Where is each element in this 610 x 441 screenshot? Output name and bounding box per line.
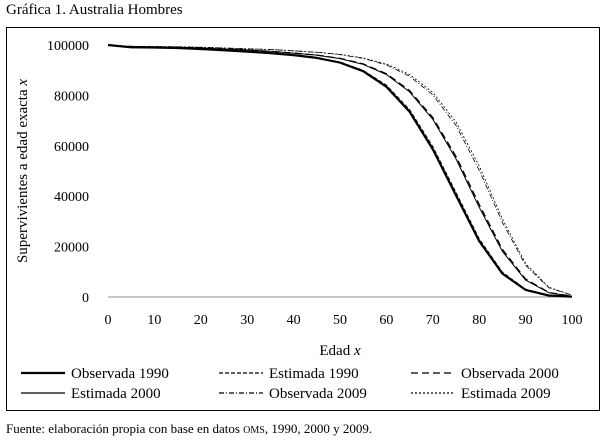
x-tick-label: 80: [472, 313, 486, 328]
y-tick-label: 100000: [47, 39, 89, 54]
series-line-2: [107, 44, 573, 298]
y-axis-title: Supervivientes a edad exacta x: [15, 79, 31, 263]
x-tick-label: 50: [333, 313, 347, 328]
x-tick-label: 0: [105, 313, 112, 328]
x-tick-label: 70: [426, 313, 440, 328]
x-tick-label: 100: [562, 313, 583, 328]
source-note-text: Fuente: elaboración propia con base en d…: [6, 421, 244, 436]
legend-label: Observada 1990: [71, 366, 169, 382]
legend-label: Estimada 1990: [269, 366, 359, 382]
figure-title: Gráfica 1. Australia Hombres: [6, 2, 183, 18]
y-tick-label: 60000: [54, 140, 89, 155]
series-line-6: [107, 44, 573, 296]
y-tick-label: 0: [82, 291, 89, 306]
x-tick-label: 20: [194, 313, 208, 328]
x-tick-label: 30: [240, 313, 254, 328]
series-line-4: [107, 44, 573, 297]
chart-frame: 0 20000 40000 60000 80000 100000 0 10 20 30 40 50 60…: [6, 27, 600, 411]
legend-label: Estimada 2000: [71, 386, 161, 402]
line-chart: 0 20000 40000 60000 80000 100000 0 10 20 30 40 50 60…: [15, 39, 583, 402]
legend-label: Estimada 2009: [461, 386, 551, 402]
y-tick-label: 20000: [54, 241, 89, 256]
x-tick-label: 90: [519, 313, 533, 328]
x-tick-label: 40: [287, 313, 301, 328]
series-line-1: [107, 43, 573, 298]
series-line-5: [107, 44, 573, 296]
legend-label: Observada 2000: [461, 366, 559, 382]
source-note: Fuente: elaboración propia con base en d…: [6, 421, 372, 437]
y-tick-label: 40000: [54, 190, 89, 205]
y-tick-label: 80000: [54, 89, 89, 104]
source-note-abbrev: OMS: [243, 425, 265, 436]
x-tick-label: 10: [147, 313, 161, 328]
legend-label: Observada 2009: [269, 386, 367, 402]
x-axis-title: Edad x: [319, 343, 361, 359]
source-note-years: , 1990, 2000 y 2009.: [264, 421, 373, 436]
x-tick-label: 60: [379, 313, 393, 328]
series-line-3: [107, 44, 573, 297]
